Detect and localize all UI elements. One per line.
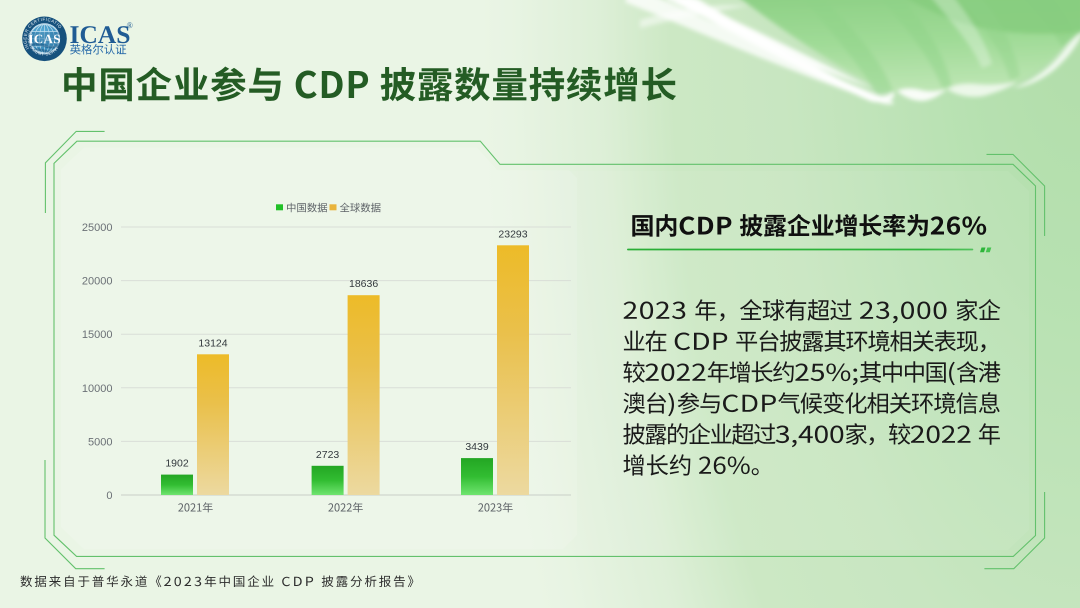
svg-text:10000: 10000 [82,383,113,395]
svg-text:15000: 15000 [82,329,113,341]
svg-text:23293: 23293 [498,228,527,240]
svg-text:3439: 3439 [465,441,489,453]
svg-text:18636: 18636 [349,278,378,290]
svg-text:13124: 13124 [198,337,227,349]
svg-text:1902: 1902 [165,458,189,470]
svg-text:25000: 25000 [82,222,113,234]
svg-text:5000: 5000 [88,436,112,448]
svg-text:20000: 20000 [82,276,113,288]
svg-text:2723: 2723 [316,449,340,461]
svg-text:0: 0 [106,490,112,502]
